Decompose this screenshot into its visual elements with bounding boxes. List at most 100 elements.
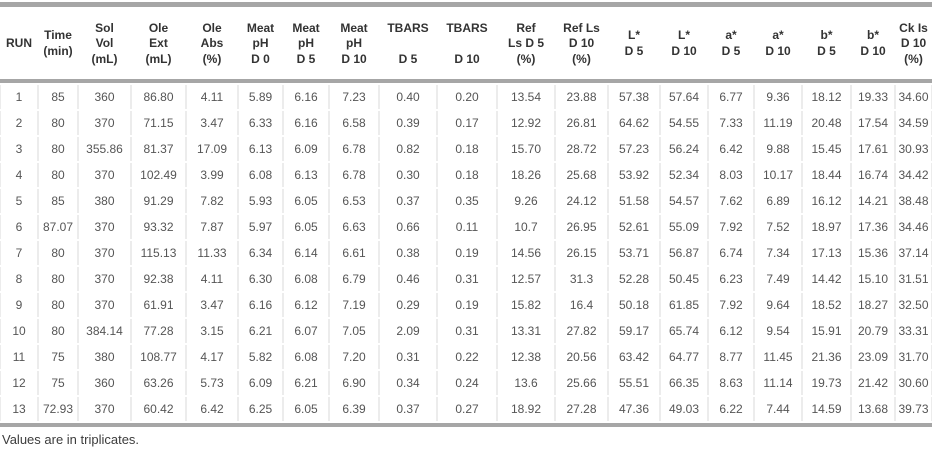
cell-meat-ph-d5: 6.09 [283, 137, 329, 161]
cell-ole-abs: 5.73 [186, 371, 238, 395]
cell-time: 80 [38, 241, 78, 265]
cell-ck-is-d10: 34.60 [895, 85, 932, 109]
cell-b-d10: 15.36 [851, 241, 895, 265]
cell-ref-ls-d10: 26.95 [555, 215, 608, 239]
cell-meat-ph-d0: 6.09 [238, 371, 283, 395]
cell-ref-ls-d5: 15.82 [497, 293, 555, 317]
table-row: 3 80 355.86 81.37 17.09 6.13 6.09 6.78 0.82 0.18 1… [0, 137, 932, 161]
column-header-b-d5: b* D 5 [802, 9, 851, 83]
cell-tbars-d10: 0.18 [437, 137, 497, 161]
cell-tbars-d10: 0.19 [437, 241, 497, 265]
cell-sol-vol: 370 [78, 111, 131, 135]
table-header-row: RUN Time (min) Sol Vol (mL) Ole Ext (mL) Ole… [0, 9, 932, 83]
column-header-a-d10: a* D 10 [754, 9, 802, 83]
cell-meat-ph-d5: 6.05 [283, 189, 329, 213]
table-row: 1 85 360 86.80 4.11 5.89 6.16 7.23 0.40 0.20 13.54… [0, 85, 932, 109]
cell-ref-ls-d5: 13.54 [497, 85, 555, 109]
cell-sol-vol: 360 [78, 371, 131, 395]
cell-time: 80 [38, 137, 78, 161]
table-row: 9 80 370 61.91 3.47 6.16 6.12 7.19 0.29 0.19 15.82… [0, 293, 932, 317]
cell-ref-ls-d5: 14.56 [497, 241, 555, 265]
cell-ole-ext: 91.29 [131, 189, 186, 213]
cell-a-d5: 6.23 [708, 267, 754, 291]
cell-ref-ls-d10: 25.68 [555, 163, 608, 187]
table-row: 2 80 370 71.15 3.47 6.33 6.16 6.58 0.39 0.17 12.92… [0, 111, 932, 135]
cell-meat-ph-d5: 6.05 [283, 397, 329, 421]
cell-run: 8 [0, 267, 38, 291]
table-row: 4 80 370 102.49 3.99 6.08 6.13 6.78 0.30 0.18 18.2… [0, 163, 932, 187]
cell-ole-abs: 4.17 [186, 345, 238, 369]
table-top-rule [0, 2, 932, 7]
cell-b-d5: 18.97 [802, 215, 851, 239]
column-header-meat-ph-d10: Meat pH D 10 [329, 9, 379, 83]
table-row: 8 80 370 92.38 4.11 6.30 6.08 6.79 0.46 0.31 12.57… [0, 267, 932, 291]
cell-b-d10: 13.68 [851, 397, 895, 421]
cell-run: 5 [0, 189, 38, 213]
cell-run: 6 [0, 215, 38, 239]
cell-ole-ext: 115.13 [131, 241, 186, 265]
cell-meat-ph-d10: 6.79 [329, 267, 379, 291]
cell-run: 3 [0, 137, 38, 161]
cell-ole-ext: 71.15 [131, 111, 186, 135]
cell-meat-ph-d5: 6.21 [283, 371, 329, 395]
table-row: 13 72.93 370 60.42 6.42 6.25 6.05 6.39 0.37 0.27 1… [0, 397, 932, 421]
cell-b-d5: 15.45 [802, 137, 851, 161]
cell-run: 2 [0, 111, 38, 135]
cell-ck-is-d10: 33.31 [895, 319, 932, 343]
cell-meat-ph-d0: 5.89 [238, 85, 283, 109]
cell-ole-ext: 108.77 [131, 345, 186, 369]
cell-ck-is-d10: 30.93 [895, 137, 932, 161]
cell-a-d5: 8.03 [708, 163, 754, 187]
cell-tbars-d5: 0.30 [379, 163, 437, 187]
cell-meat-ph-d10: 7.20 [329, 345, 379, 369]
cell-ole-abs: 3.47 [186, 111, 238, 135]
cell-meat-ph-d0: 6.25 [238, 397, 283, 421]
cell-ck-is-d10: 31.70 [895, 345, 932, 369]
cell-tbars-d10: 0.18 [437, 163, 497, 187]
cell-tbars-d5: 0.46 [379, 267, 437, 291]
cell-tbars-d5: 0.38 [379, 241, 437, 265]
table-footnote: Values are in triplicates. [2, 432, 140, 447]
cell-b-d5: 16.12 [802, 189, 851, 213]
cell-run: 9 [0, 293, 38, 317]
cell-ole-ext: 92.38 [131, 267, 186, 291]
cell-tbars-d5: 0.40 [379, 85, 437, 109]
cell-ref-ls-d5: 9.26 [497, 189, 555, 213]
cell-sol-vol: 380 [78, 189, 131, 213]
cell-meat-ph-d10: 6.78 [329, 163, 379, 187]
cell-l-d5: 55.51 [608, 371, 660, 395]
cell-ref-ls-d5: 15.70 [497, 137, 555, 161]
cell-sol-vol: 370 [78, 397, 131, 421]
cell-tbars-d5: 0.29 [379, 293, 437, 317]
cell-l-d5: 51.58 [608, 189, 660, 213]
cell-ref-ls-d5: 10.7 [497, 215, 555, 239]
cell-l-d10: 49.03 [660, 397, 708, 421]
cell-sol-vol: 360 [78, 85, 131, 109]
cell-ole-ext: 61.91 [131, 293, 186, 317]
cell-tbars-d10: 0.19 [437, 293, 497, 317]
cell-a-d10: 7.44 [754, 397, 802, 421]
column-header-b-d10: b* D 10 [851, 9, 895, 83]
cell-sol-vol: 384.14 [78, 319, 131, 343]
cell-ref-ls-d5: 18.26 [497, 163, 555, 187]
cell-b-d10: 16.74 [851, 163, 895, 187]
cell-ole-abs: 7.87 [186, 215, 238, 239]
cell-ole-abs: 4.11 [186, 85, 238, 109]
cell-b-d10: 14.21 [851, 189, 895, 213]
column-header-l-d10: L* D 10 [660, 9, 708, 83]
cell-ref-ls-d10: 23.88 [555, 85, 608, 109]
cell-l-d5: 63.42 [608, 345, 660, 369]
cell-l-d10: 56.87 [660, 241, 708, 265]
cell-l-d5: 50.18 [608, 293, 660, 317]
column-header-run: RUN [0, 9, 38, 83]
cell-meat-ph-d10: 6.53 [329, 189, 379, 213]
cell-a-d10: 10.17 [754, 163, 802, 187]
cell-meat-ph-d0: 5.93 [238, 189, 283, 213]
cell-time: 87.07 [38, 215, 78, 239]
cell-l-d10: 56.24 [660, 137, 708, 161]
cell-ref-ls-d10: 26.15 [555, 241, 608, 265]
cell-ole-abs: 11.33 [186, 241, 238, 265]
cell-tbars-d10: 0.11 [437, 215, 497, 239]
cell-run: 4 [0, 163, 38, 187]
